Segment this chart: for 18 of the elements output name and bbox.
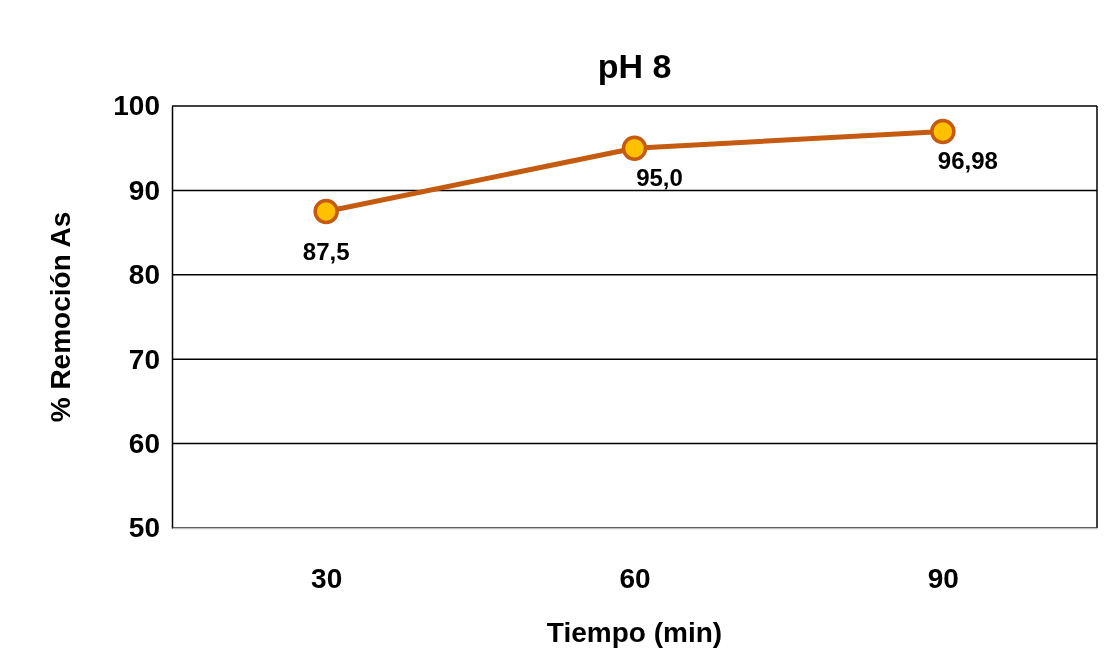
x-axis-title: Tiempo (min) bbox=[546, 617, 723, 648]
y-tick-label: 80 bbox=[128, 259, 160, 291]
point bbox=[621, 135, 648, 161]
data-label: 87,5 bbox=[302, 237, 350, 265]
data-label: 95,0 bbox=[636, 164, 683, 192]
y-tick-label: 60 bbox=[128, 428, 160, 460]
y-axis-title: % Remoción As bbox=[45, 211, 76, 423]
point bbox=[313, 198, 339, 225]
y-tick-label: 90 bbox=[128, 174, 160, 206]
x-tick-label: 90 bbox=[927, 562, 959, 594]
x-tick-label: 30 bbox=[311, 562, 343, 594]
data-label: 96,98 bbox=[937, 147, 998, 175]
point bbox=[930, 118, 956, 145]
chart-title: pH 8 bbox=[597, 47, 672, 85]
y-tick-label: 70 bbox=[128, 343, 160, 375]
x-tick-label: 60 bbox=[619, 562, 651, 594]
y-tick-label: 100 bbox=[113, 90, 160, 122]
y-tick-label: 50 bbox=[128, 512, 160, 544]
